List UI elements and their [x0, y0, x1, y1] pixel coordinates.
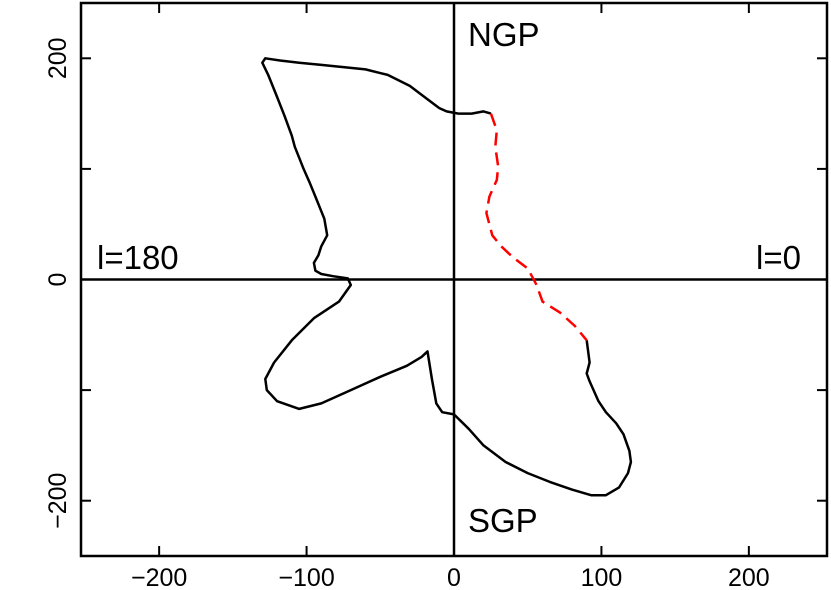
tick-marks — [81, 3, 827, 556]
y-tick-label: 0 — [44, 273, 72, 287]
axes-cross — [81, 3, 827, 556]
x-tick-label: −200 — [131, 564, 187, 590]
y-tick-label: −200 — [44, 473, 72, 529]
series-layer — [261, 57, 633, 497]
solid-black-series — [261, 57, 633, 497]
annotation-left: l=180 — [97, 239, 179, 276]
tick-labels: −200 −100 0 100 200 −200 0 200 — [44, 37, 770, 590]
annotation-top: NGP — [468, 16, 540, 53]
y-tick-label: 200 — [44, 37, 72, 79]
x-tick-label: 100 — [581, 564, 623, 590]
x-tick-label: −100 — [278, 564, 334, 590]
dashed-red-series — [485, 113, 588, 342]
annotation-bottom: SGP — [468, 502, 538, 539]
x-tick-label: 200 — [728, 564, 770, 590]
x-tick-label: 0 — [447, 564, 461, 590]
annotation-right: l=0 — [756, 239, 801, 276]
